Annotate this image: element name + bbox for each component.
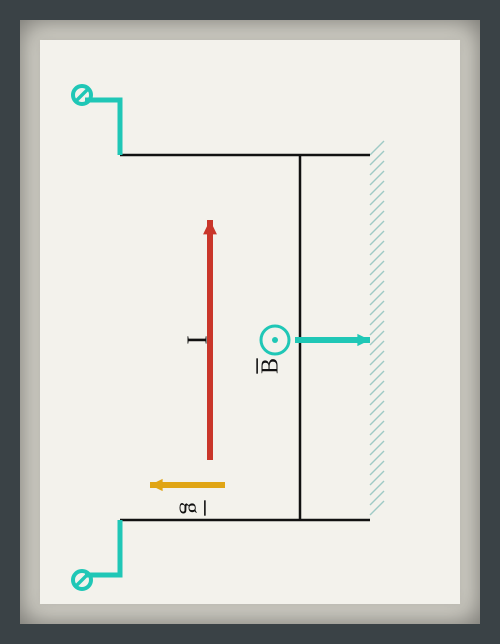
b-field-symbol	[261, 326, 289, 354]
photo-frame: I B g	[20, 20, 480, 624]
wall-hatching	[370, 141, 384, 515]
velocity-arrow	[295, 334, 370, 346]
diagram-card: I B g	[40, 40, 460, 604]
gravity-arrow	[150, 479, 225, 491]
label-I: I	[182, 335, 213, 344]
svg-text:I: I	[182, 335, 213, 344]
svg-text:B: B	[258, 358, 284, 374]
label-g: g	[178, 500, 204, 515]
physics-diagram: I B g	[40, 40, 460, 604]
terminal-top	[73, 86, 120, 155]
svg-text:g: g	[178, 502, 204, 514]
label-B: B	[257, 358, 283, 374]
terminal-bottom	[73, 520, 120, 589]
